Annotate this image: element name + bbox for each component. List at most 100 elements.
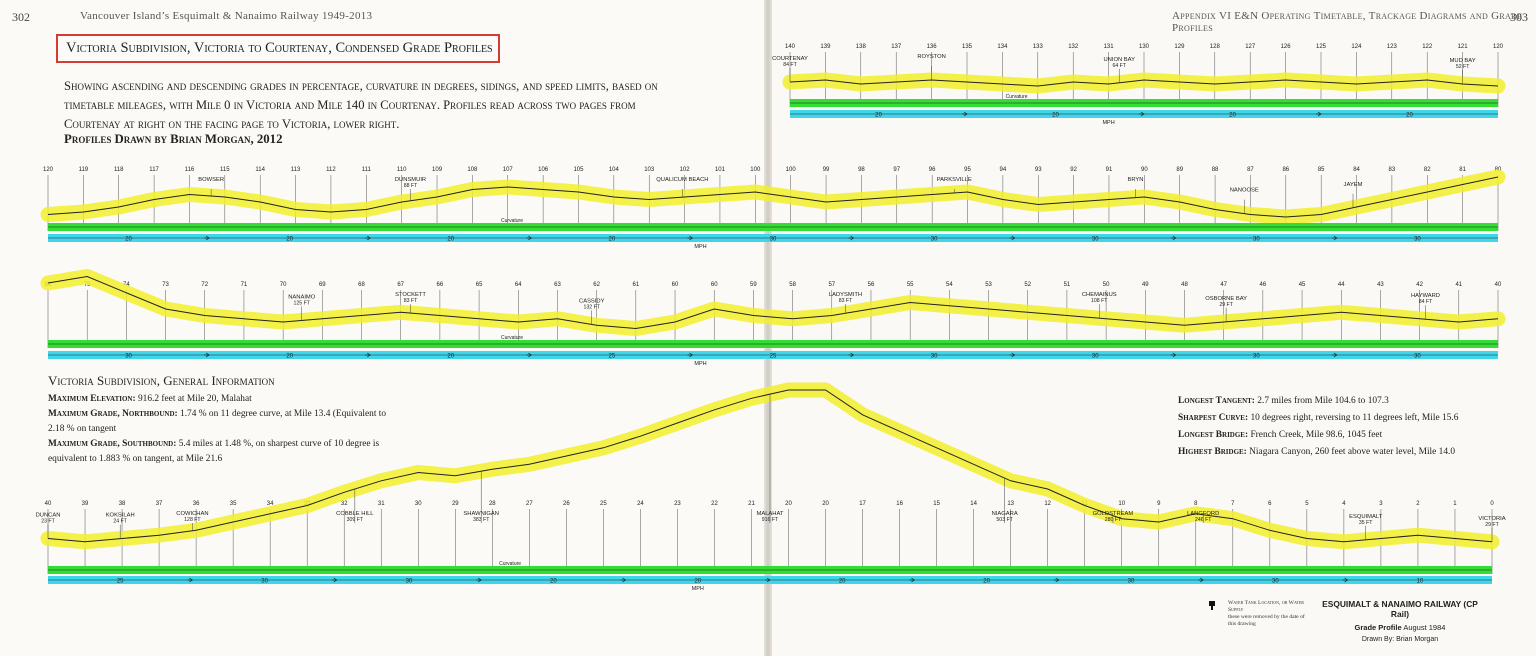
mile-label: 55 bbox=[907, 282, 914, 288]
mile-label: 117 bbox=[149, 167, 159, 173]
speed-change-arrow bbox=[1331, 235, 1338, 241]
mile-label: 114 bbox=[255, 167, 265, 173]
station-elevation: 916 FT bbox=[762, 517, 779, 523]
mile-label: 41 bbox=[1455, 282, 1462, 288]
speed-change-arrow bbox=[204, 235, 210, 241]
speed-change-arrow bbox=[1170, 235, 1177, 241]
speed-limit-label: 25 bbox=[117, 579, 124, 585]
mile-label: 118 bbox=[114, 167, 124, 173]
mile-label: 107 bbox=[503, 167, 514, 173]
credit-railway: ESQUIMALT & NANAIMO RAILWAY (CP Rail) bbox=[1322, 599, 1478, 619]
intro-text: Showing ascending and descending grades … bbox=[64, 79, 658, 131]
mile-label: 24 bbox=[637, 501, 644, 507]
mile-label: 14 bbox=[970, 501, 977, 507]
speed-limit-label: 20 bbox=[447, 354, 454, 360]
station-name: ROYSTON bbox=[917, 54, 946, 60]
mile-label: 83 bbox=[1389, 167, 1396, 173]
page-title: Victoria Subdivision, Victoria to Courte… bbox=[56, 34, 500, 63]
mile-label: 139 bbox=[820, 44, 831, 50]
station-elevation: 383 FT bbox=[473, 517, 490, 523]
mile-label: 39 bbox=[82, 501, 89, 507]
mile-label: 105 bbox=[573, 167, 584, 173]
station-name: VICTORIA bbox=[1478, 516, 1505, 522]
station-elevation: 64 FT bbox=[1112, 63, 1126, 69]
mile-label: 99 bbox=[823, 167, 830, 173]
mile-label: 34 bbox=[267, 501, 274, 507]
mile-label: 30 bbox=[415, 501, 422, 507]
mph-label: MPH bbox=[1102, 120, 1114, 126]
mile-label: 40 bbox=[1495, 282, 1502, 288]
mile-label: 60 bbox=[672, 282, 679, 288]
mile-label: 96 bbox=[929, 167, 936, 173]
mile-label: 113 bbox=[291, 167, 301, 173]
speed-change-arrow bbox=[1198, 577, 1204, 583]
speed-change-arrow bbox=[687, 235, 694, 241]
mile-label: 75 bbox=[84, 282, 91, 288]
speed-limit-label: 30 bbox=[125, 354, 132, 360]
speed-limit-label: 20 bbox=[1406, 113, 1413, 119]
mile-label: 21 bbox=[748, 501, 755, 507]
mile-label: 53 bbox=[985, 282, 992, 288]
mile-label: 59 bbox=[750, 282, 757, 288]
mile-label: 127 bbox=[1245, 44, 1256, 50]
mile-label: 70 bbox=[280, 282, 287, 288]
speed-limit-label: 20 bbox=[286, 354, 293, 360]
station-name: CHEMAINUS bbox=[1082, 292, 1117, 298]
speed-limit-label: 30 bbox=[1092, 237, 1099, 243]
station-name: NANAIMO bbox=[288, 294, 316, 300]
grade-profile-line bbox=[47, 176, 1499, 218]
speed-change-arrow bbox=[962, 111, 968, 117]
mile-label: 86 bbox=[1282, 167, 1289, 173]
speed-change-arrow bbox=[1009, 235, 1016, 241]
speed-change-arrow bbox=[1170, 352, 1177, 358]
speed-limit-label: 20 bbox=[1052, 113, 1059, 119]
speed-change-arrow bbox=[620, 577, 627, 583]
mile-label: 16 bbox=[896, 501, 903, 507]
speed-change-arrow bbox=[331, 577, 338, 583]
speed-change-arrow bbox=[1342, 577, 1349, 583]
mile-label: 131 bbox=[1104, 44, 1115, 50]
mile-label: 125 bbox=[1316, 44, 1327, 50]
speed-change-arrow bbox=[848, 352, 855, 358]
speed-change-arrow bbox=[476, 577, 482, 583]
mile-label: 121 bbox=[1458, 44, 1469, 50]
station-name: KOKSILAH bbox=[106, 513, 135, 519]
mile-label: 115 bbox=[220, 167, 230, 173]
mile-label: 61 bbox=[632, 282, 639, 288]
general-info-item: Maximum Elevation: 916.2 feet at Mile 20… bbox=[48, 394, 252, 404]
mile-label: 85 bbox=[1318, 167, 1325, 173]
speed-change-arrow bbox=[687, 352, 694, 358]
speed-change-arrow bbox=[365, 235, 371, 241]
mile-label: 132 bbox=[1068, 44, 1079, 50]
station-name: UNION BAY bbox=[1103, 57, 1135, 63]
mile-label: 63 bbox=[554, 282, 561, 288]
left-running-head: Vancouver Island’s Esquimalt & Nanaimo R… bbox=[80, 10, 373, 22]
mile-label: 20 bbox=[822, 501, 829, 507]
speed-limit-label: 20 bbox=[609, 237, 616, 243]
mile-label: 94 bbox=[1000, 167, 1007, 173]
mile-label: 35 bbox=[230, 501, 237, 507]
mile-label: 5 bbox=[1305, 501, 1309, 507]
mile-label: 137 bbox=[891, 44, 902, 50]
mile-label: 15 bbox=[933, 501, 940, 507]
station-name: NANOOSE bbox=[1230, 188, 1259, 194]
mile-label: 66 bbox=[437, 282, 444, 288]
speed-change-arrow bbox=[526, 352, 532, 358]
curvature-label: Curvature bbox=[1006, 94, 1028, 100]
speed-change-arrow bbox=[204, 352, 210, 358]
water-tank-icon bbox=[1209, 601, 1215, 610]
mile-label: 9 bbox=[1157, 501, 1161, 507]
station-elevation: 83 FT bbox=[404, 298, 418, 304]
station-name: HAYWARD bbox=[1411, 293, 1440, 299]
mile-label: 123 bbox=[1387, 44, 1398, 50]
mile-label: 108 bbox=[467, 167, 478, 173]
speed-limit-label: 20 bbox=[983, 579, 990, 585]
station-name: STOCKETT bbox=[395, 292, 426, 298]
speed-change-arrow bbox=[848, 235, 855, 241]
mile-label: 2 bbox=[1416, 501, 1420, 507]
mile-label: 64 bbox=[515, 282, 522, 288]
mile-label: 48 bbox=[1181, 282, 1188, 288]
mile-label: 128 bbox=[1210, 44, 1221, 50]
right-running-head: Appendix VI E&N Operating Timetable, Tra… bbox=[1172, 10, 1523, 34]
speed-limit-label: 30 bbox=[1253, 237, 1260, 243]
